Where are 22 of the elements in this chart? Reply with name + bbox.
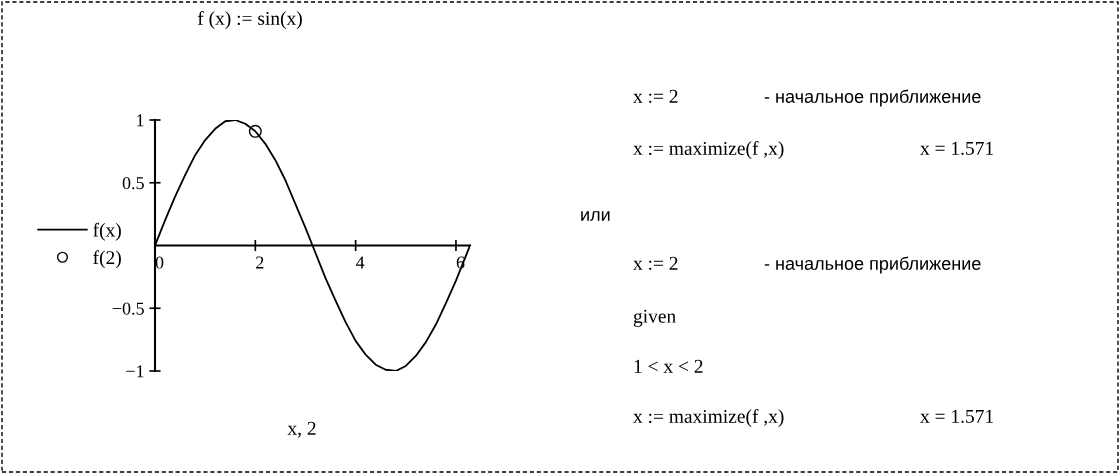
text: x = 1.571 <box>920 141 993 155</box>
text: - начальное приближение <box>764 256 981 274</box>
text: или <box>581 211 610 221</box>
y-tick-label: 1 <box>137 114 144 127</box>
x-axis-title: x, 2 <box>287 421 316 438</box>
text: x := maximize(f ,x) <box>633 141 784 159</box>
legend-label: f(2) <box>93 250 121 269</box>
x-tick-label: 4 <box>355 256 365 269</box>
text: x := 2 <box>633 256 678 270</box>
text: 1 < x < 2 <box>634 359 703 373</box>
text: - начальное приближение <box>764 89 981 107</box>
x-tick-label: 2 <box>256 256 264 269</box>
y-tick-label: 0.5 <box>122 177 144 190</box>
legend-label: f(x) <box>93 222 121 241</box>
y-tick-label: −0.5 <box>112 302 144 315</box>
y-tick-label: −1 <box>126 365 144 378</box>
text: x := 2 <box>633 89 678 103</box>
text: given <box>633 309 676 327</box>
x-tick-label: 0 <box>155 256 164 269</box>
text: x = 1.571 <box>920 409 993 423</box>
text: x := maximize(f ,x) <box>633 409 784 427</box>
chart-title: f (x) := sin(x) <box>197 11 302 29</box>
